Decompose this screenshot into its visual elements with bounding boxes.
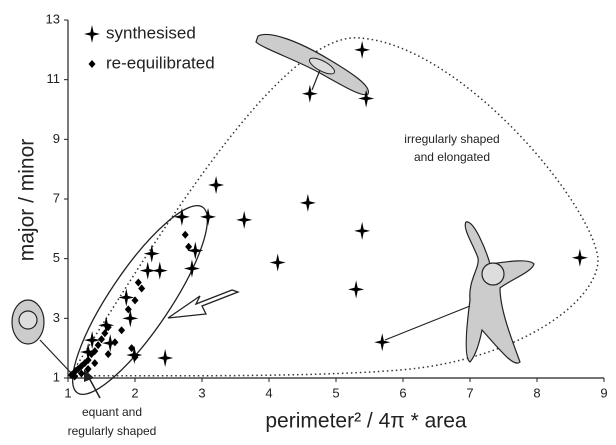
diamond-marker bbox=[182, 231, 189, 239]
y-tick-label: 5 bbox=[53, 250, 60, 265]
cross-grain-core bbox=[482, 263, 504, 285]
y-tick-label: 7 bbox=[53, 190, 60, 205]
star-marker bbox=[118, 288, 134, 306]
star-marker bbox=[144, 245, 160, 263]
y-tick-label: 13 bbox=[46, 11, 60, 26]
star-marker bbox=[348, 280, 364, 298]
equant-grain-core bbox=[19, 311, 37, 329]
star-marker bbox=[236, 211, 252, 229]
pointer-line bbox=[385, 306, 470, 340]
y-tick-label: 3 bbox=[53, 310, 60, 325]
x-tick-label: 6 bbox=[399, 385, 406, 400]
legend-marker bbox=[89, 60, 96, 68]
diamond-marker bbox=[101, 329, 108, 337]
legend-marker bbox=[84, 25, 100, 43]
legend-label: re-equilibrated bbox=[106, 53, 215, 72]
diamond-marker bbox=[135, 279, 142, 287]
x-tick-label: 9 bbox=[600, 385, 607, 400]
x-tick-label: 1 bbox=[64, 385, 71, 400]
star-marker bbox=[174, 208, 190, 226]
diamond-marker bbox=[118, 326, 125, 334]
diamond-marker bbox=[98, 335, 105, 343]
annotation: irregularly shaped bbox=[404, 132, 499, 146]
chart: irregularly shaped and elongated equant … bbox=[0, 0, 616, 440]
diamond-marker bbox=[111, 338, 118, 346]
diamond-marker bbox=[95, 341, 102, 349]
equant-region-outline bbox=[52, 190, 227, 409]
annotation: equant and bbox=[82, 405, 142, 419]
x-tick-label: 2 bbox=[131, 385, 138, 400]
x-axis-label: perimeter² / 4π * area bbox=[265, 410, 467, 433]
x-tick-label: 4 bbox=[265, 385, 272, 400]
diamond-marker bbox=[138, 285, 145, 293]
star-marker bbox=[157, 349, 173, 367]
annotation: regularly shaped bbox=[68, 424, 157, 438]
y-axis-label: major / minor bbox=[16, 139, 39, 262]
annotation: and elongated bbox=[414, 150, 490, 164]
x-tick-label: 5 bbox=[332, 385, 339, 400]
star-marker bbox=[302, 85, 318, 103]
x-tick-label: 7 bbox=[466, 385, 473, 400]
y-tick-label: 1 bbox=[53, 369, 60, 384]
x-tick-label: 8 bbox=[533, 385, 540, 400]
star-marker bbox=[270, 254, 286, 272]
diamond-marker bbox=[105, 350, 112, 358]
diamond-marker bbox=[91, 359, 98, 367]
irregular-region-outline bbox=[70, 38, 598, 376]
legend-label: synthesised bbox=[106, 23, 196, 42]
y-tick-label: 11 bbox=[47, 71, 61, 86]
star-marker bbox=[152, 262, 168, 280]
star-marker bbox=[374, 333, 390, 351]
star-marker bbox=[208, 176, 224, 194]
y-tick-label: 9 bbox=[53, 131, 60, 146]
star-marker bbox=[354, 41, 370, 59]
star-marker bbox=[572, 249, 588, 267]
diamond-marker bbox=[185, 243, 192, 251]
pointer-line bbox=[312, 70, 320, 90]
star-marker bbox=[300, 194, 316, 212]
star-marker bbox=[200, 208, 216, 226]
star-marker bbox=[354, 222, 370, 240]
star-marker bbox=[184, 260, 200, 278]
x-tick-label: 3 bbox=[198, 385, 205, 400]
cross-grain bbox=[465, 222, 534, 363]
star-marker bbox=[122, 309, 138, 327]
